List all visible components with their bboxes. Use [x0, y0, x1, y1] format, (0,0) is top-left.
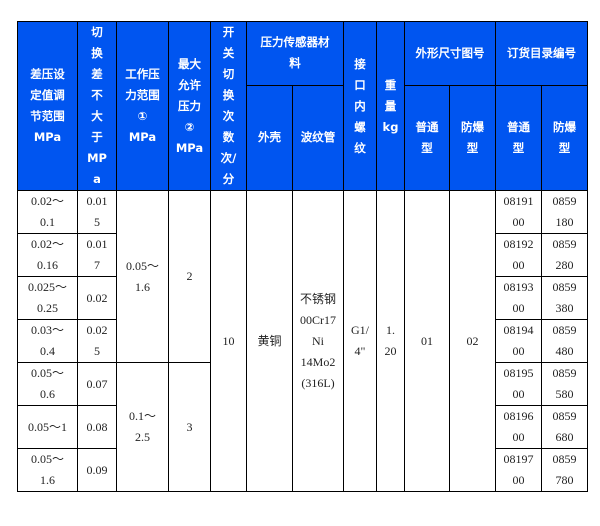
cell-diff: 0.01 5 — [77, 190, 117, 234]
header-shell: 外壳 — [246, 84, 293, 192]
table-row: 0.05～ 0.6 0.07 0.1～ 2.5 3 08195 00 0859 … — [17, 362, 588, 492]
cell-diff: 0.07 — [77, 362, 117, 406]
header-range: 差压设 定值调 节范围 MPa — [17, 21, 78, 191]
header-port-thread: 接 口 内 螺 纹 — [343, 21, 377, 191]
cell-weight: 1. 20 — [376, 190, 405, 492]
header-order-normal: 普通 型 — [495, 84, 542, 192]
cell-range: 0.05～ 1.6 — [17, 448, 78, 492]
cell-range: 0.03～ 0.4 — [17, 319, 78, 363]
cell-shell: 黄铜 — [246, 190, 293, 492]
cell-bellows: 不锈钢 00Cr17 Ni 14Mo2 (316L) — [292, 190, 344, 492]
cell-max-pressure: 3 — [168, 362, 211, 492]
cell-order-normal: 08197 00 — [495, 448, 542, 492]
cell-port: G1/ 4" — [343, 190, 377, 492]
table-row: 0.02～ 0.1 0.01 5 0.05～ 1.6 2 10 黄铜 不锈钢 0… — [17, 190, 588, 492]
cell-order-normal: 08195 00 — [495, 362, 542, 406]
cell-diff: 0.09 — [77, 448, 117, 492]
header-order-number: 订货目录编号 — [495, 21, 588, 86]
cell-range: 0.02～ 0.16 — [17, 233, 78, 277]
header-dimension-drawing: 外形尺寸图号 — [404, 21, 496, 86]
cell-range: 0.025～ 0.25 — [17, 276, 78, 320]
cell-work-pressure: 0.05～ 1.6 — [116, 190, 169, 363]
cell-range: 0.02～ 0.1 — [17, 190, 78, 234]
header-order-explosion: 防爆 型 — [541, 84, 588, 192]
table-row: 0.03～ 0.4 0.02 5 08194 00 0859 480 — [17, 319, 588, 363]
cell-switch-frequency: 10 — [210, 190, 247, 492]
header-work-pressure: 工作压 力范围 ① MPa — [116, 21, 169, 191]
cell-order-explosion: 0859 480 — [541, 319, 588, 363]
header-bellows: 波纹管 — [292, 84, 344, 192]
header-max-pressure: 最大 允许 压力 ② MPa — [168, 21, 211, 191]
cell-order-normal: 08193 00 — [495, 276, 542, 320]
cell-range: 0.05～ 0.6 — [17, 362, 78, 406]
cell-dim-explosion: 02 — [449, 190, 496, 492]
table-row: 0.05～1 0.08 08196 00 0859 680 — [17, 405, 588, 449]
cell-diff: 0.01 7 — [77, 233, 117, 277]
header-sensor-material: 压力传感器材 料 — [246, 21, 344, 86]
cell-work-pressure: 0.1～ 2.5 — [116, 362, 169, 492]
header-dim-explosion: 防爆 型 — [449, 84, 496, 192]
cell-diff: 0.08 — [77, 405, 117, 449]
header-weight: 重 量 kg — [376, 21, 405, 191]
cell-dim-normal: 01 — [404, 190, 450, 492]
cell-order-normal: 08191 00 — [495, 190, 542, 234]
cell-order-explosion: 0859 180 — [541, 190, 588, 234]
cell-order-explosion: 0859 380 — [541, 276, 588, 320]
header-dim-normal: 普通 型 — [404, 84, 450, 192]
cell-order-explosion: 0859 280 — [541, 233, 588, 277]
cell-order-normal: 08194 00 — [495, 319, 542, 363]
table-row: 0.02～ 0.16 0.01 7 08192 00 0859 280 — [17, 233, 588, 277]
cell-diff: 0.02 5 — [77, 319, 117, 363]
cell-order-explosion: 0859 780 — [541, 448, 588, 492]
cell-max-pressure: 2 — [168, 190, 211, 363]
cell-order-normal: 08196 00 — [495, 405, 542, 449]
cell-order-explosion: 0859 680 — [541, 405, 588, 449]
cell-order-normal: 08192 00 — [495, 233, 542, 277]
cell-diff: 0.02 — [77, 276, 117, 320]
header-switch-diff: 切 换 差 不 大 于 MP a — [77, 21, 117, 191]
product-spec-table: 差压设 定值调 节范围 MPa 切 换 差 不 大 于 MP a 工作压 力范围… — [17, 21, 588, 492]
cell-range: 0.05～1 — [17, 405, 78, 449]
table-row: 0.05～ 1.6 0.09 08197 00 0859 780 — [17, 448, 588, 492]
header-switch-frequency: 开 关 切 换 次 数 次/ 分 — [210, 21, 247, 191]
cell-order-explosion: 0859 580 — [541, 362, 588, 406]
